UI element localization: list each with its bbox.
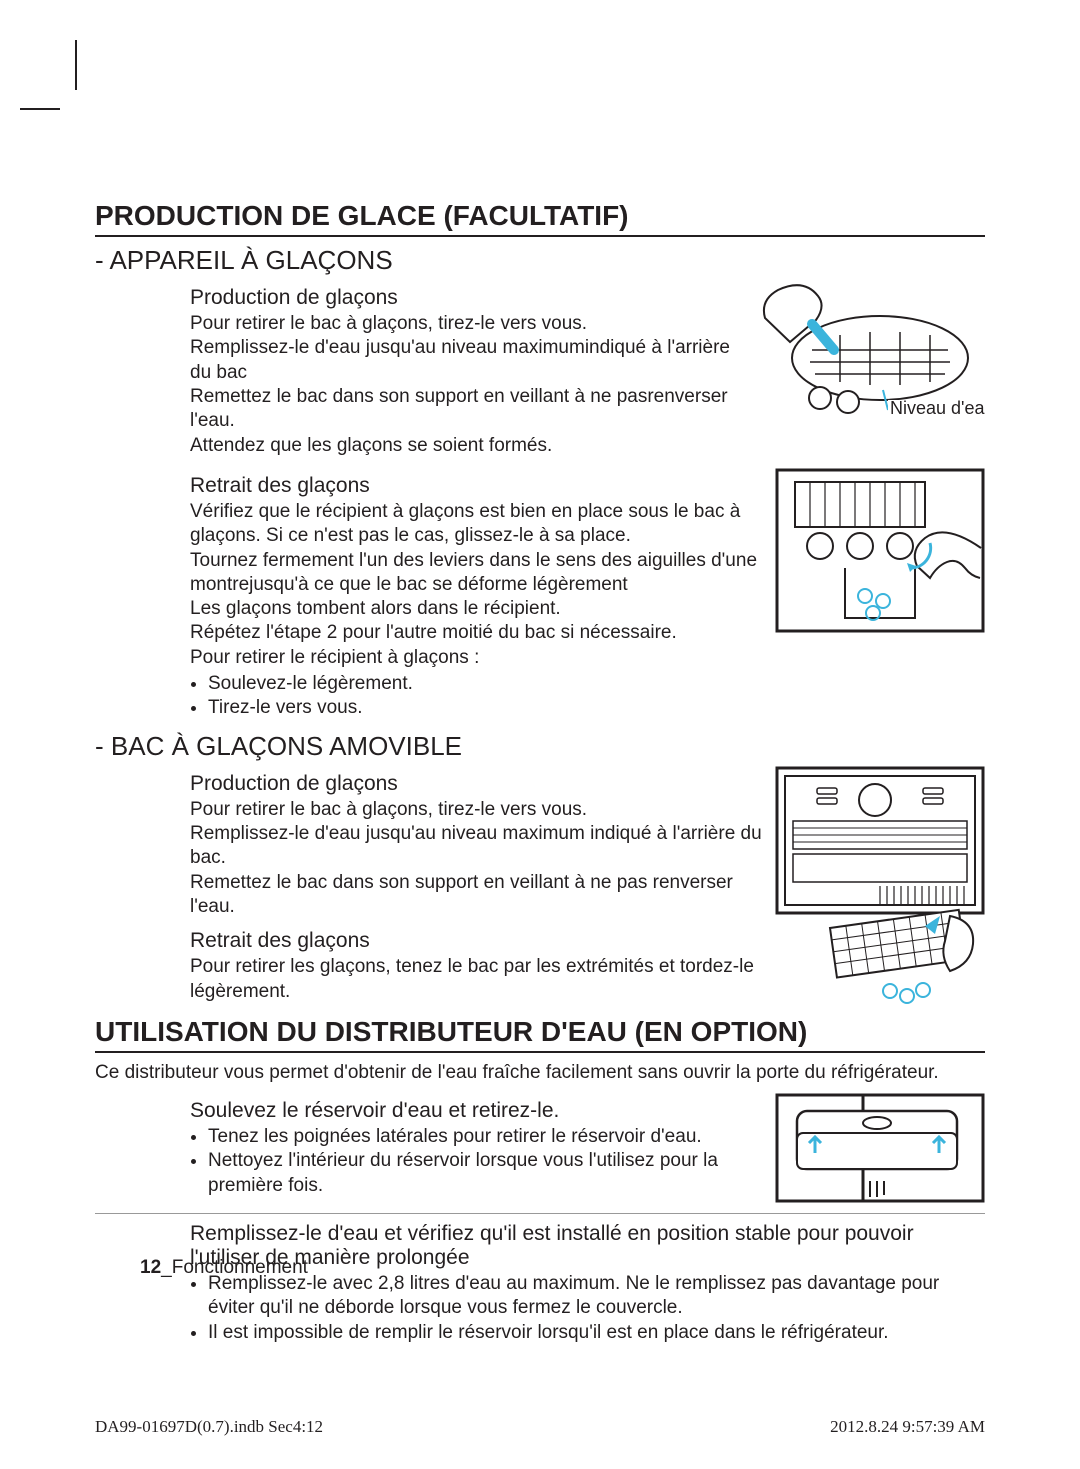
list-item: Il est impossible de remplir le réservoi…	[208, 1321, 985, 1345]
list-item: Tirez-le vers vous.	[208, 696, 763, 720]
bullets-remove-reservoir: Tenez les poignées latérales pour retire…	[190, 1125, 763, 1198]
subhead-retrait-glacons-1: Retrait des glaçons	[190, 474, 763, 498]
bullets-removal: Soulevez-le légèrement. Tirez-le vers vo…	[190, 672, 763, 721]
illustration-twist-lever	[775, 468, 985, 633]
svg-text:Niveau d'eau: Niveau d'eau	[890, 398, 985, 418]
body-line: Vériﬁez que le récipient à glaçons est b…	[190, 500, 763, 549]
row-tray: Production de glaçons Pour retirer le ba…	[95, 766, 985, 1006]
text-icemaker-production: Production de glaçons Pour retirer le ba…	[190, 280, 748, 458]
print-footer: DA99-01697D(0.7).indb Sec4:12 2012.8.24 …	[95, 1417, 985, 1437]
separator	[95, 1213, 985, 1214]
content-area: PRODUCTION DE GLACE (FACULTATIF) - APPAR…	[95, 200, 985, 1345]
illustration-freezer-tray	[775, 766, 985, 1006]
list-item: Tenez les poignées latérales pour retire…	[208, 1125, 763, 1149]
page: PRODUCTION DE GLACE (FACULTATIF) - APPAR…	[0, 0, 1080, 1469]
heading-ice-maker: - APPAREIL À GLAÇONS	[95, 245, 985, 276]
body-line: Remettez le bac dans son support en veil…	[190, 385, 748, 434]
body-line: Remplissez-le d'eau jusqu'au niveau maxi…	[190, 822, 763, 871]
body-line: Les glaçons tombent alors dans le récipi…	[190, 597, 763, 621]
subhead-production-glacons-1: Production de glaçons	[190, 286, 748, 310]
cropmark-left	[20, 108, 60, 110]
heading-removable-tray: - BAC À GLAÇONS AMOVIBLE	[95, 731, 985, 762]
subhead-production-glacons-2: Production de glaçons	[190, 772, 763, 796]
figure-twist-lever	[775, 468, 985, 633]
cropmark-top	[75, 40, 77, 90]
figure-freezer-tray	[775, 766, 985, 1006]
list-item: Nettoyez l'intérieur du réservoir lorsqu…	[208, 1149, 763, 1198]
body-line: Tournez fermement l'un des leviers dans …	[190, 549, 763, 598]
body-line: Pour retirer le bac à glaçons, tirez-le …	[190, 312, 748, 336]
row-icemaker-removal: Retrait des glaçons Vériﬁez que le récip…	[95, 468, 985, 721]
body-line: Remettez le bac dans son support en veil…	[190, 871, 763, 920]
list-item: Soulevez-le légèrement.	[208, 672, 763, 696]
print-file-path: DA99-01697D(0.7).indb Sec4:12	[95, 1417, 323, 1437]
subhead-remove-reservoir: Soulevez le réservoir d'eau et retirez-l…	[190, 1099, 763, 1123]
body-line: Remplissez-le d'eau jusqu'au niveau maxi…	[190, 336, 748, 385]
figure-reservoir	[775, 1093, 985, 1203]
illustration-reservoir	[775, 1093, 985, 1203]
subhead-fill-reservoir: Remplissez-le d'eau et vériﬁez qu'il est…	[190, 1222, 985, 1270]
print-timestamp: 2012.8.24 9:57:39 AM	[830, 1417, 985, 1437]
text-fill-reservoir: Remplissez-le d'eau et vériﬁez qu'il est…	[190, 1222, 985, 1345]
row-icemaker-production: Production de glaçons Pour retirer le ba…	[95, 280, 985, 458]
figure-pour-water: Niveau d'eau	[760, 280, 985, 420]
section-label: _Fonctionnement	[161, 1257, 308, 1278]
list-item: Remplissez-le avec 2,8 litres d'eau au m…	[208, 1272, 985, 1321]
illustration-pour-water: Niveau d'eau	[760, 280, 985, 420]
page-footer-label: 12_Fonctionnement	[140, 1257, 308, 1279]
body-line: Pour retirer les glaçons, tenez le bac p…	[190, 955, 763, 1004]
text-remove-reservoir: Soulevez le réservoir d'eau et retirez-l…	[190, 1093, 763, 1198]
body-line: Pour retirer le récipient à glaçons :	[190, 646, 763, 670]
row-remove-reservoir: Soulevez le réservoir d'eau et retirez-l…	[95, 1093, 985, 1203]
body-line: Attendez que les glaçons se soient formé…	[190, 434, 748, 458]
subhead-retrait-glacons-2: Retrait des glaçons	[190, 929, 763, 953]
dispenser-intro: Ce distributeur vous permet d'obtenir de…	[95, 1061, 985, 1085]
body-line: Répétez l'étape 2 pour l'autre moitié du…	[190, 621, 763, 645]
text-icemaker-removal: Retrait des glaçons Vériﬁez que le récip…	[190, 468, 763, 721]
body-line: Pour retirer le bac à glaçons, tirez-le …	[190, 798, 763, 822]
heading-ice-production: PRODUCTION DE GLACE (FACULTATIF)	[95, 200, 985, 237]
bullets-fill-reservoir: Remplissez-le avec 2,8 litres d'eau au m…	[190, 1272, 985, 1345]
heading-water-dispenser: UTILISATION DU DISTRIBUTEUR D'EAU (EN OP…	[95, 1016, 985, 1053]
page-number: 12	[140, 1257, 161, 1278]
text-tray: Production de glaçons Pour retirer le ba…	[190, 766, 763, 1004]
